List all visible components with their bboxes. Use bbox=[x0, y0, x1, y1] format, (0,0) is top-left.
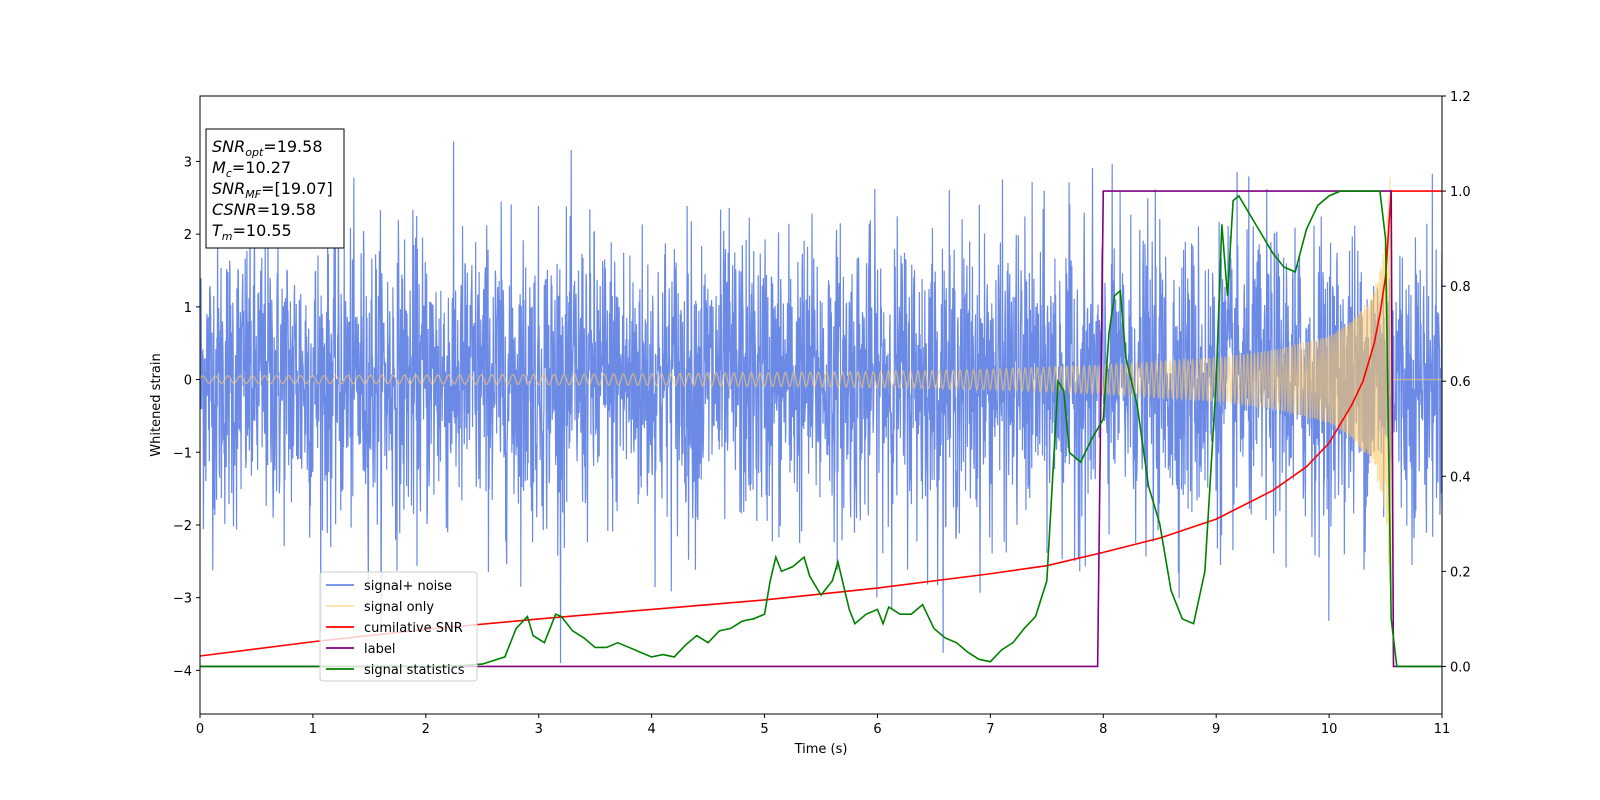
y-left-tick-label: 0 bbox=[184, 374, 192, 389]
y-right-tick-label: 0.0 bbox=[1450, 660, 1471, 675]
x-tick-label: 3 bbox=[535, 722, 543, 737]
info-box-line: CSNR=19.58 bbox=[212, 200, 316, 219]
plot-frame bbox=[199, 95, 1443, 715]
info-box-line: SNRopt=19.58 bbox=[212, 137, 323, 159]
legend-label: signal+ noise bbox=[364, 579, 452, 594]
series-signal-statistics-line bbox=[200, 190, 1442, 668]
y-left-tick-label: −3 bbox=[173, 592, 192, 607]
info-box-line: SNRMF=[19.07] bbox=[212, 179, 333, 201]
y-left-tick-label: −1 bbox=[173, 446, 192, 461]
info-box-line: Tm=10.55 bbox=[212, 221, 292, 243]
y-right-tick-label: 1.2 bbox=[1450, 90, 1471, 105]
y-right-tick-label: 0.2 bbox=[1450, 565, 1471, 580]
series-signal-plus-noise-line bbox=[200, 141, 1442, 664]
legend-label: label bbox=[364, 642, 395, 657]
ticks-layer: 0 1 2 3 4 5 6 7 8 9 10 11 −4 −3 −2 −1 0 1 2 3 0.0 0.2 0.4 0.6 0.… bbox=[173, 90, 1471, 737]
x-tick-label: 10 bbox=[1321, 722, 1338, 737]
info-box-frame bbox=[205, 128, 345, 249]
y-right-tick-label: 0.6 bbox=[1450, 375, 1471, 390]
series-layer bbox=[200, 141, 1442, 668]
y-axis-label: Whitened strain bbox=[149, 353, 164, 456]
legend-frame bbox=[319, 571, 478, 682]
y-left-tick-label: −4 bbox=[173, 664, 192, 679]
y-left-tick-label: 1 bbox=[184, 301, 192, 316]
x-tick-label: 6 bbox=[873, 722, 881, 737]
x-tick-label: 8 bbox=[1099, 722, 1107, 737]
info-box: SNRopt=19.58Mc=10.27SNRMF=[19.07]CSNR=19… bbox=[205, 128, 345, 249]
legend-label: cumilative SNR bbox=[364, 621, 463, 636]
y-right-tick-label: 0.8 bbox=[1450, 280, 1471, 295]
info-box-line: Mc=10.27 bbox=[212, 158, 291, 180]
x-tick-label: 0 bbox=[196, 722, 204, 737]
x-tick-label: 5 bbox=[760, 722, 768, 737]
y-left-tick-label: 2 bbox=[184, 228, 192, 243]
legend: signal+ noise signal only cumilative SNR la… bbox=[319, 571, 478, 682]
x-axis-label: Time (s) bbox=[794, 742, 848, 757]
series-signal-only-line bbox=[200, 177, 1442, 600]
y-left-tick-label: −2 bbox=[173, 519, 192, 534]
x-tick-label: 11 bbox=[1434, 722, 1451, 737]
y-right-tick-label: 1.0 bbox=[1450, 185, 1471, 200]
series-cumulative-snr-line bbox=[200, 190, 1442, 657]
x-tick-label: 4 bbox=[647, 722, 655, 737]
x-tick-label: 7 bbox=[986, 722, 994, 737]
x-tick-label: 2 bbox=[422, 722, 430, 737]
x-tick-label: 1 bbox=[309, 722, 317, 737]
legend-label: signal only bbox=[364, 600, 434, 615]
x-tick-label: 9 bbox=[1212, 722, 1220, 737]
legend-label: signal statistics bbox=[364, 663, 465, 678]
y-right-tick-label: 0.4 bbox=[1450, 470, 1471, 485]
y-left-tick-label: 3 bbox=[184, 155, 192, 170]
